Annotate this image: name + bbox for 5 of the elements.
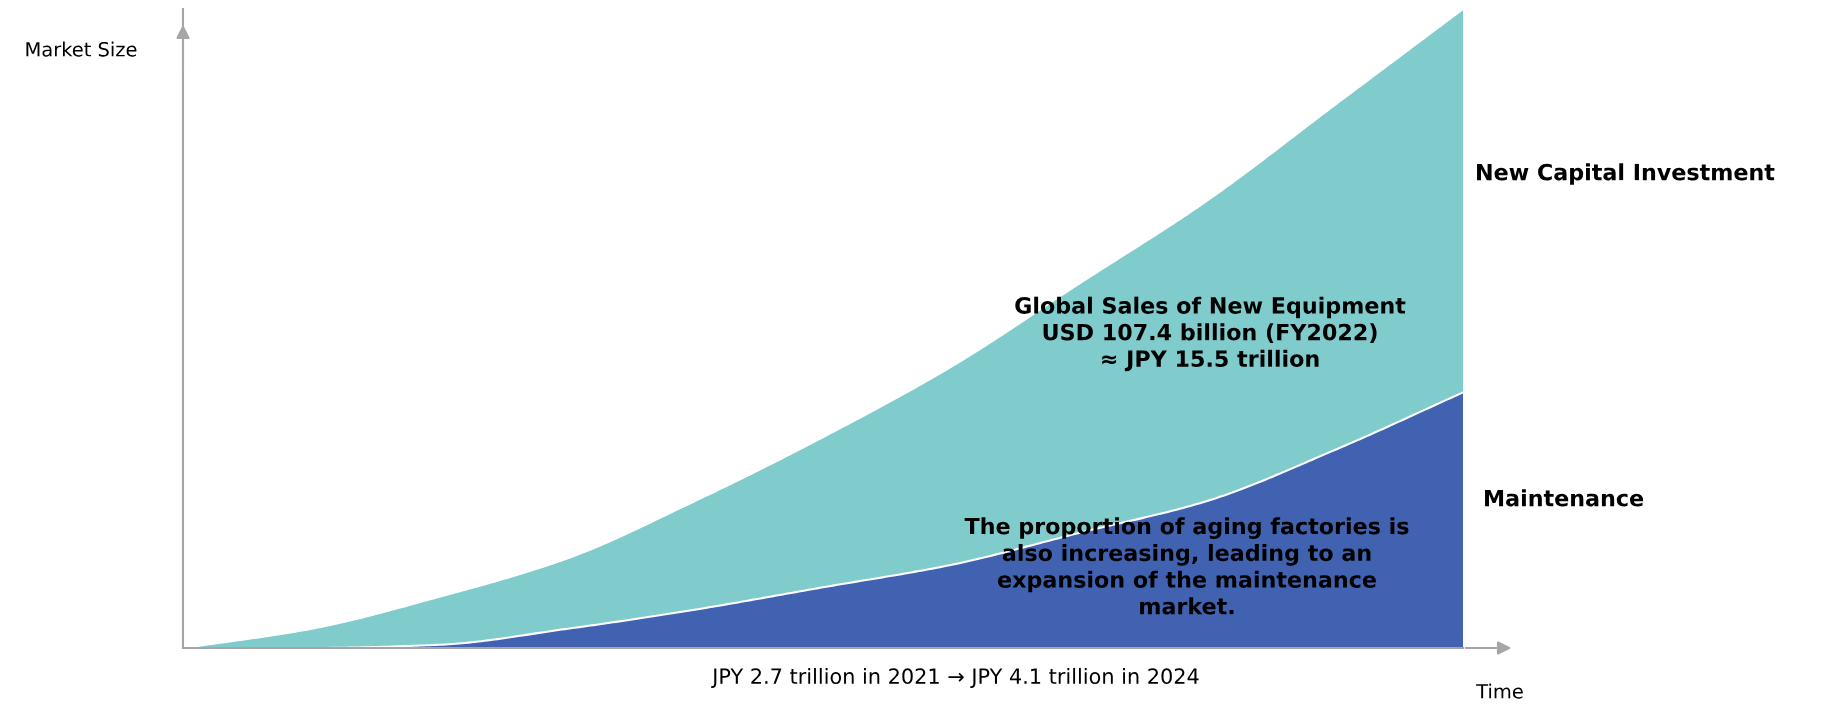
text: JPY 2.7 trillion in 2021 → JPY 4.1 trillion in 2024 (711, 667, 1199, 688)
x-axis-title: Time (1476, 683, 1523, 699)
y-axis-title: Market Size (26, 41, 137, 57)
series-label: Maintenance (1485, 489, 1644, 507)
series-label: New Capital Investment (1477, 163, 1775, 185)
